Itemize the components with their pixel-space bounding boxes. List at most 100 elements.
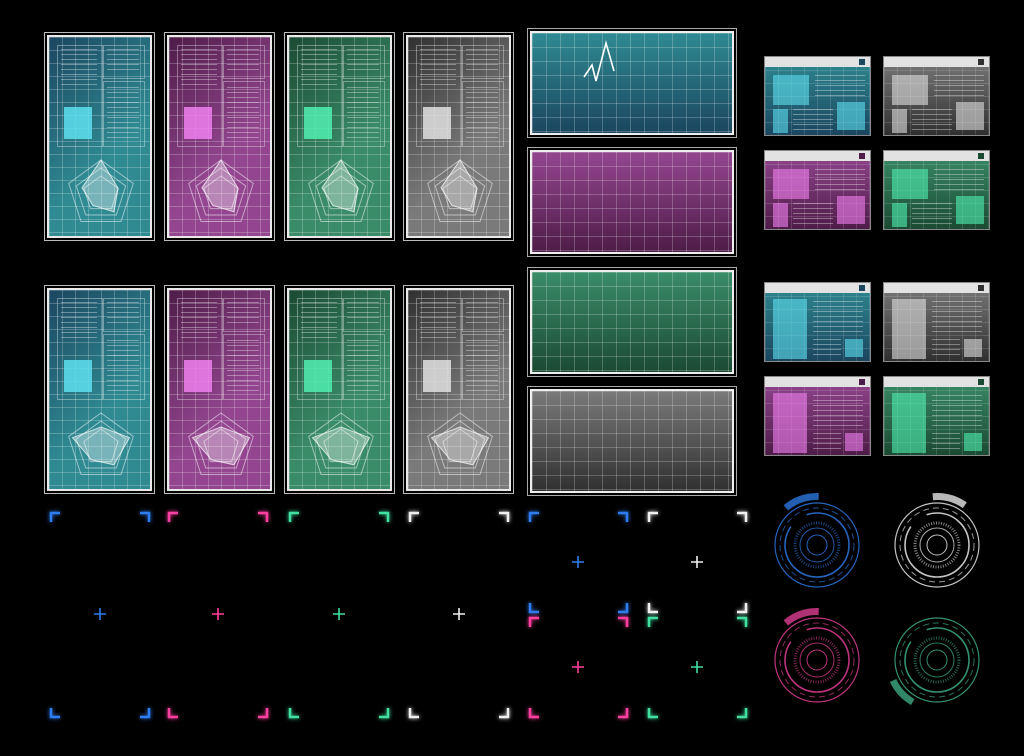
text-lines [932,301,982,335]
radar-ring [434,420,486,469]
text-lines [813,395,863,429]
text-box [103,81,145,147]
corner-bracket-frame [408,511,510,719]
image-block [964,433,982,451]
corner-bracket [140,511,151,522]
radar-ring [68,412,134,475]
dial-ring [899,507,975,583]
corner-bracket [618,616,629,627]
radar-ring [203,175,239,210]
line-graph [583,39,615,82]
text-box [223,298,265,332]
radar-chart [68,159,134,222]
image-block [423,360,451,392]
text-box [343,81,385,147]
title-bar [765,377,870,387]
text-lines [793,203,833,225]
dial-ring [779,622,855,698]
wide-panel [530,389,734,493]
crosshair-icon [691,556,703,568]
text-lines [301,302,337,342]
tall-panel [287,288,392,491]
corner-bracket [647,603,658,614]
radar-chart [427,412,493,475]
dial-ring [913,521,961,569]
corner-bracket [499,708,510,719]
radar-chart [308,159,374,222]
text-lines [813,433,841,451]
text-box [343,334,385,400]
text-lines [466,340,498,392]
radar-area [71,426,131,466]
corner-bracket [408,708,419,719]
dial-ring [919,527,955,563]
text-box [462,334,504,400]
radar-ring [83,175,119,210]
corner-bracket [618,603,629,614]
text-box [416,45,462,147]
dial-ring [913,636,961,684]
corner-bracket [618,708,629,719]
grid-overlay [532,152,732,252]
dial-ring [806,534,828,556]
image-block [845,339,863,357]
wide-panel [530,150,734,254]
text-lines [347,49,379,73]
corner-bracket [49,511,60,522]
text-lines [932,395,982,429]
dial-ring [894,617,980,703]
grid-overlay [532,391,732,491]
text-lines [420,302,456,342]
dial-ring [799,642,835,678]
title-bar [765,283,870,293]
dial-ring [793,521,841,569]
text-lines [420,49,456,89]
radar-ring [427,159,493,222]
corner-bracket [647,511,658,522]
wide-panel [530,270,734,374]
text-box [223,334,265,400]
corner-bracket [288,708,299,719]
radar-ring [195,167,247,216]
window-button [978,153,984,159]
wide-panel [530,31,734,135]
dial-ring [784,512,850,578]
window-button [859,153,865,159]
dial-tab [889,679,915,705]
window-button [978,285,984,291]
text-lines [793,109,833,131]
text-lines [347,340,379,392]
window-panel [764,376,871,456]
crosshair-icon [453,608,465,620]
text-box [462,81,504,147]
crosshair-icon [333,608,345,620]
dial-ring [774,502,860,588]
title-bar [765,57,870,67]
image-block [304,107,332,139]
corner-bracket [737,603,748,614]
crosshair-icon [691,661,703,673]
text-lines [107,87,139,139]
radar-area [81,159,119,213]
image-block [64,107,92,139]
text-box [462,45,504,79]
dial-ring [784,627,850,693]
image-block [837,102,865,130]
text-lines [466,302,498,326]
dial-ring [793,636,841,684]
text-lines [347,302,379,326]
corner-bracket-frame [528,616,629,719]
radar-chart [308,412,374,475]
text-lines [912,203,952,225]
radar-ring [195,420,247,469]
corner-bracket [647,616,658,627]
dial-ring [806,649,828,671]
dial-ring [774,617,860,703]
text-box [103,298,145,332]
dial-tab [932,493,967,509]
text-lines [466,87,498,139]
crosshair-icon [94,608,106,620]
circular-dial [774,492,860,588]
text-lines [301,49,337,89]
window-panel [883,376,990,456]
